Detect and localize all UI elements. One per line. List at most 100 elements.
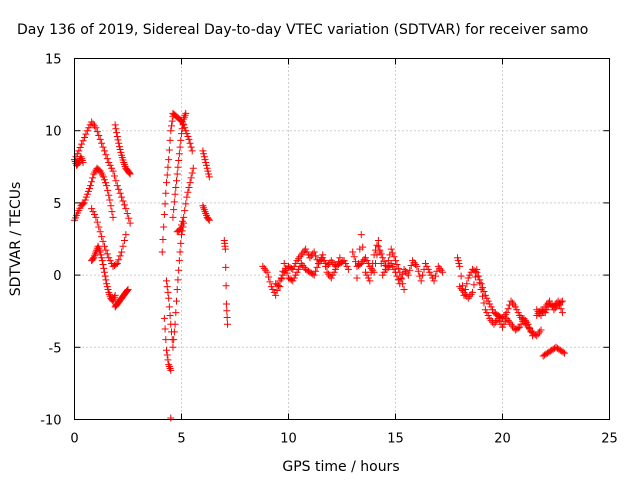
data-point (113, 132, 121, 140)
data-point (163, 277, 171, 285)
x-axis-label: GPS time / hours (282, 459, 399, 475)
data-point (112, 125, 120, 133)
data-point (366, 277, 374, 285)
data-point (389, 249, 397, 257)
data-point (73, 150, 81, 158)
data-point (165, 146, 173, 154)
data-point (175, 150, 183, 158)
data-point (178, 231, 185, 239)
data-point (266, 278, 274, 286)
data-point (483, 294, 491, 302)
data-point (200, 153, 208, 161)
data-point (383, 262, 391, 270)
data-point (473, 265, 481, 273)
data-point (202, 161, 210, 169)
data-point (399, 280, 407, 288)
data-point (164, 163, 172, 171)
data-point (173, 170, 181, 178)
data-point (166, 364, 174, 372)
data-point (372, 246, 380, 254)
data-point (100, 176, 108, 184)
data-point (360, 256, 368, 264)
data-point (119, 242, 127, 250)
data-point (292, 271, 300, 279)
data-point (167, 414, 175, 422)
data-point (170, 336, 178, 344)
data-point (526, 324, 534, 332)
data-point (108, 208, 116, 216)
data-point (424, 265, 432, 273)
data-point (126, 219, 134, 227)
data-point (92, 213, 100, 221)
data-point (107, 202, 115, 210)
data-point (180, 121, 188, 129)
data-point (86, 121, 94, 129)
data-point (310, 271, 318, 279)
data-point (373, 241, 381, 249)
data-point (543, 306, 551, 314)
data-point (99, 143, 107, 151)
data-point (263, 268, 271, 276)
data-point (201, 156, 209, 164)
data-point (124, 286, 132, 294)
y-tick-label: 10 (45, 125, 62, 140)
data-point (98, 139, 106, 147)
data-point (162, 189, 170, 197)
data-point (90, 210, 98, 218)
data-point (319, 251, 327, 259)
data-point (332, 265, 340, 273)
data-point (76, 144, 84, 152)
data-point (123, 287, 131, 295)
data-point (163, 179, 171, 187)
data-point (199, 147, 207, 155)
data-point (161, 200, 169, 208)
data-point (188, 169, 196, 177)
data-point (122, 205, 130, 213)
data-point (454, 254, 462, 262)
data-point (336, 254, 344, 262)
data-point (203, 164, 211, 172)
data-point (88, 205, 96, 213)
data-point (116, 252, 124, 260)
data-point (514, 324, 522, 332)
data-point (112, 261, 120, 269)
data-point (426, 268, 434, 276)
data-point (89, 174, 97, 182)
data-point (87, 182, 95, 190)
data-point (363, 257, 371, 265)
data-point (185, 183, 193, 191)
data-point (416, 272, 424, 280)
data-point (387, 260, 395, 268)
data-point (390, 265, 398, 273)
data-point (85, 184, 93, 192)
data-point (182, 109, 190, 117)
data-point (89, 255, 97, 263)
data-point (350, 253, 358, 261)
data-point (463, 280, 471, 288)
data-point (173, 286, 181, 294)
data-point (170, 206, 178, 214)
data-point (103, 250, 111, 258)
data-point (205, 216, 213, 224)
data-point (113, 129, 121, 137)
data-point (172, 309, 180, 317)
data-point (163, 351, 171, 359)
data-point (163, 171, 171, 179)
data-point (187, 174, 195, 182)
data-point (189, 164, 197, 172)
data-point (165, 294, 173, 302)
data-point (290, 274, 298, 282)
data-point (82, 130, 90, 138)
data-point (85, 124, 93, 132)
data-point (99, 173, 107, 181)
data-point (180, 213, 188, 221)
data-point (356, 261, 364, 269)
data-point (272, 291, 280, 299)
data-point (119, 197, 127, 205)
data-point (115, 143, 123, 151)
data-point (104, 286, 112, 294)
data-point (174, 276, 182, 284)
data-point (120, 201, 128, 209)
data-point (489, 306, 497, 314)
data-point (329, 271, 337, 279)
